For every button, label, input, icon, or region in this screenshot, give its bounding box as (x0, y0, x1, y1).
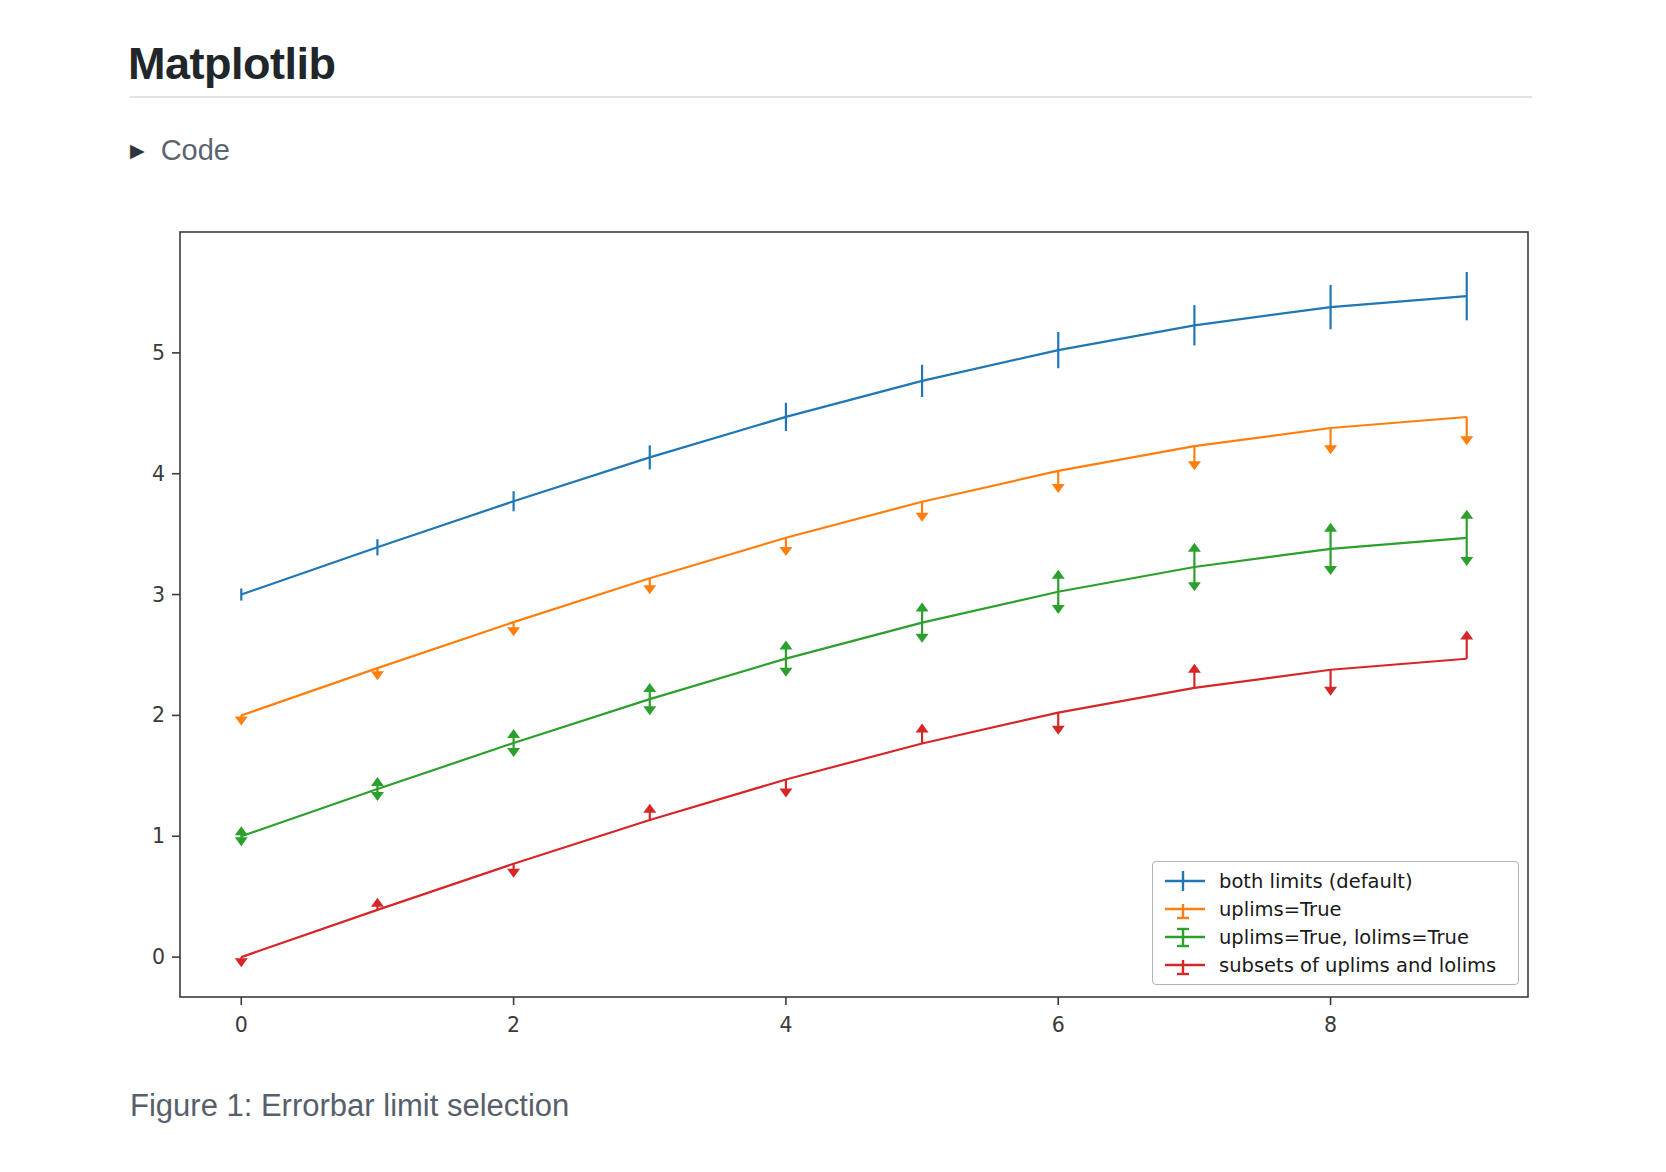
legend-marker-icon (1163, 868, 1207, 894)
x-tick-label: 0 (235, 1013, 248, 1037)
series-both-limits-default-line (241, 296, 1466, 594)
series-uplims-true-down-arrow-icon (1052, 484, 1065, 493)
y-tick-label: 5 (152, 341, 165, 365)
series-uplims-true-down-arrow-icon (916, 513, 929, 522)
series-uplims-true-down-arrow-icon (643, 585, 656, 594)
series-uplims-true-lolims-true-down-arrow-icon (1324, 566, 1337, 575)
y-tick-label: 0 (152, 945, 165, 969)
legend-marker-icon (1163, 952, 1207, 978)
legend-marker-icon (1163, 896, 1207, 922)
legend-item-subsets-of-uplims-and-lolims: subsets of uplims and lolims (1163, 952, 1508, 978)
errorbar-chart: 0 2 4 6 8 0 1 2 3 4 5 (0, 0, 1666, 1172)
y-tick-label: 3 (152, 583, 165, 607)
figure-caption: Figure 1: Errorbar limit selection (130, 1088, 569, 1124)
y-tick-label: 1 (152, 824, 165, 848)
series-uplims-true-lolims-true-down-arrow-icon (779, 668, 792, 677)
series-subsets-of-uplims-and-lolims-down-arrow-icon (1052, 726, 1065, 735)
series-uplims-true-down-arrow-icon (235, 716, 248, 725)
series-uplims-true-lolims-true-up-arrow-icon (1188, 543, 1201, 552)
series-uplims-true-lolims-true-down-arrow-icon (1460, 557, 1473, 566)
series-uplims-true-lolims-true-up-arrow-icon (371, 777, 384, 786)
divider (130, 96, 1532, 98)
triangle-right-icon: ▶ (130, 141, 145, 160)
series-uplims-true-down-arrow-icon (779, 547, 792, 556)
series-subsets-of-uplims-and-lolims-up-arrow-icon (916, 723, 929, 732)
series-uplims-true-lolims-true-up-arrow-icon (507, 729, 520, 738)
series-subsets-of-uplims-and-lolims-up-arrow-icon (643, 804, 656, 813)
series-uplims-true-lolims-true-up-arrow-icon (1460, 510, 1473, 519)
series-uplims-true-down-arrow-icon (1324, 445, 1337, 454)
series-uplims-true-line (241, 417, 1466, 715)
series-uplims-true-lolims-true-line (241, 538, 1466, 836)
legend-item-uplims-true: uplims=True (1163, 896, 1508, 922)
series-uplims-true-down-arrow-icon (371, 671, 384, 680)
y-tick-label: 2 (152, 703, 165, 727)
series-uplims-true-down-arrow-icon (1460, 436, 1473, 445)
chart-legend: both limits (default) uplims=True uplims=T… (1152, 861, 1519, 985)
y-tick-label: 4 (152, 462, 165, 486)
series-uplims-true-lolims-true-down-arrow-icon (916, 634, 929, 643)
series-uplims-true-lolims-true-down-arrow-icon (371, 792, 384, 801)
series-subsets-of-uplims-and-lolims-up-arrow-icon (1188, 664, 1201, 673)
series-subsets-of-uplims-and-lolims-down-arrow-icon (779, 789, 792, 798)
code-toggle-label: Code (161, 134, 230, 167)
series-uplims-true-lolims-true-down-arrow-icon (643, 706, 656, 715)
series-uplims-true-lolims-true-up-arrow-icon (643, 683, 656, 692)
x-tick-label: 4 (779, 1013, 792, 1037)
x-tick-label: 8 (1324, 1013, 1337, 1037)
series-subsets-of-uplims-and-lolims-down-arrow-icon (507, 869, 520, 878)
series-uplims-true-lolims-true-down-arrow-icon (507, 748, 520, 757)
series-uplims-true-lolims-true-down-arrow-icon (1188, 582, 1201, 591)
series-uplims-true-down-arrow-icon (507, 627, 520, 636)
series-uplims-true-down-arrow-icon (1188, 461, 1201, 470)
legend-label: both limits (default) (1219, 870, 1413, 893)
code-toggle[interactable]: ▶ Code (130, 134, 230, 167)
series-uplims-true-lolims-true-up-arrow-icon (1052, 570, 1065, 579)
series-subsets-of-uplims-and-lolims-up-arrow-icon (371, 898, 384, 907)
legend-label: uplims=True, lolims=True (1219, 926, 1469, 949)
page: 0 2 4 6 8 0 1 2 3 4 5 Matplotlib ▶ Code both limit… (0, 0, 1666, 1172)
legend-marker-icon (1163, 924, 1207, 950)
series-uplims-true-lolims-true-up-arrow-icon (916, 603, 929, 612)
x-tick-label: 6 (1052, 1013, 1065, 1037)
series-uplims-true-lolims-true-down-arrow-icon (235, 837, 248, 846)
legend-label: subsets of uplims and lolims (1219, 954, 1496, 977)
series-uplims-true-lolims-true-up-arrow-icon (235, 826, 248, 835)
series-uplims-true-lolims-true-up-arrow-icon (779, 640, 792, 649)
legend-item-uplims-true-lolims-true: uplims=True, lolims=True (1163, 924, 1508, 950)
series-uplims-true-lolims-true-up-arrow-icon (1324, 523, 1337, 532)
legend-label: uplims=True (1219, 898, 1341, 921)
series-uplims-true-lolims-true-down-arrow-icon (1052, 605, 1065, 614)
series-subsets-of-uplims-and-lolims-up-arrow-icon (1460, 631, 1473, 640)
page-title: Matplotlib (128, 38, 335, 90)
x-tick-label: 2 (507, 1013, 520, 1037)
series-subsets-of-uplims-and-lolims-down-arrow-icon (1324, 687, 1337, 696)
legend-item-both-limits-default: both limits (default) (1163, 868, 1508, 894)
series-subsets-of-uplims-and-lolims-down-arrow-icon (235, 958, 248, 967)
